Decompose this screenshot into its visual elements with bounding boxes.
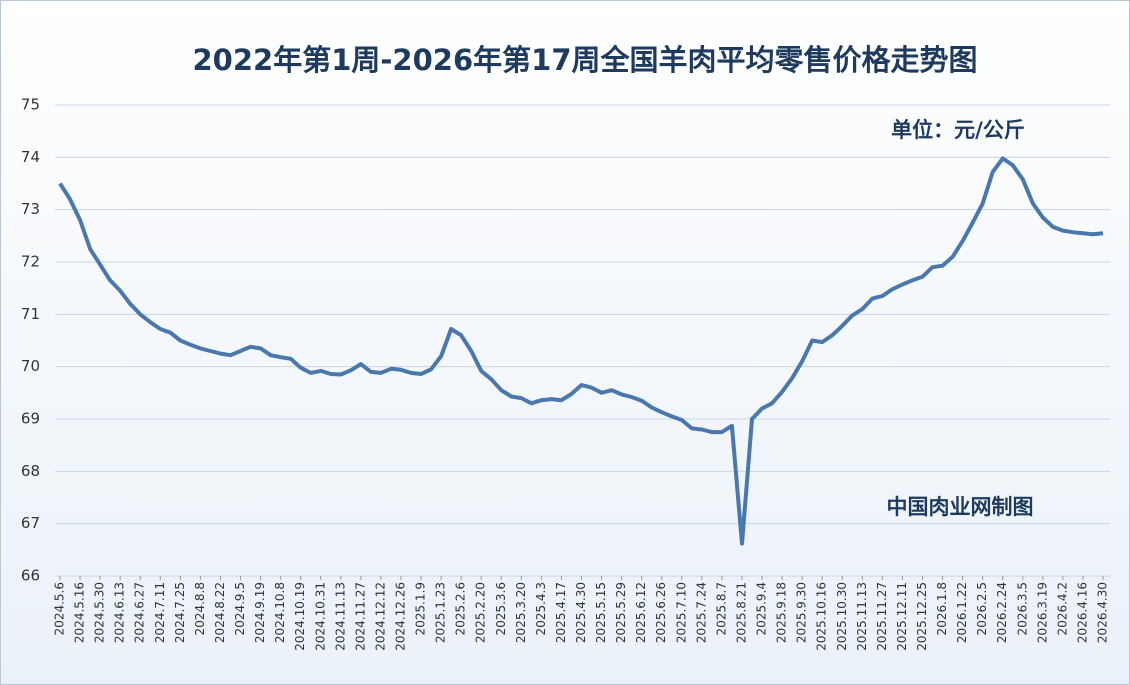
x-tick-label: 2025.11.13	[855, 582, 869, 651]
x-tick-label: 2026.4.16	[1075, 582, 1089, 643]
x-tick-label: 2026.2.24	[995, 582, 1009, 643]
x-tick-label: 2025.12.25	[915, 582, 929, 651]
source-annotation: 中国肉业网制图	[887, 495, 1034, 519]
y-tick-label: 67	[21, 514, 40, 532]
x-tick-label: 2024.6.13	[113, 582, 127, 643]
x-tick-label: 2025.4.17	[554, 582, 568, 643]
y-tick-label: 66	[21, 567, 40, 585]
x-tick-label: 2025.5.29	[614, 582, 628, 643]
unit-annotation: 单位：元/公斤	[891, 118, 1025, 142]
x-tick-label: 2024.8.22	[213, 582, 227, 643]
x-tick-label: 2025.11.27	[875, 582, 889, 651]
x-tick-label: 2024.7.25	[173, 582, 187, 643]
x-tick-label: 2024.5.6	[53, 582, 67, 635]
x-tick-label: 2026.1.8	[935, 582, 949, 635]
x-tick-label: 2025.7.24	[694, 582, 708, 643]
x-tick-label: 2024.12.26	[393, 582, 407, 651]
x-tick-label: 2024.10.8	[273, 582, 287, 643]
x-tick-label: 2024.9.5	[233, 582, 247, 635]
x-tick-label: 2025.5.15	[594, 582, 608, 643]
x-tick-label: 2024.11.27	[353, 582, 367, 651]
y-tick-label: 70	[21, 357, 40, 375]
x-tick-label: 2026.4.30	[1096, 582, 1110, 643]
x-tick-label: 2025.8.7	[714, 582, 728, 635]
x-tick-label: 2026.3.19	[1035, 582, 1049, 643]
y-tick-label: 72	[21, 253, 40, 271]
y-tick-label: 68	[21, 462, 40, 480]
x-tick-label: 2024.8.8	[193, 582, 207, 635]
price-line	[58, 156, 1104, 546]
x-tick-label: 2024.10.19	[293, 582, 307, 651]
y-tick-label: 73	[21, 200, 40, 218]
x-tick-label: 2025.3.20	[514, 582, 528, 643]
x-tick-label: 2024.12.12	[373, 582, 387, 651]
x-tick-label: 2025.12.11	[895, 582, 909, 651]
x-tick-label: 2025.4.3	[534, 582, 548, 635]
x-tick-label: 2025.9.18	[775, 582, 789, 643]
x-tick-label: 2026.3.5	[1015, 582, 1029, 635]
x-tick-label: 2025.2.20	[474, 582, 488, 643]
x-tick-label: 2024.9.19	[253, 582, 267, 643]
x-tick-label: 2024.7.11	[153, 582, 167, 643]
x-tick-label: 2026.1.22	[955, 582, 969, 643]
x-tick-label: 2024.11.13	[333, 582, 347, 651]
y-tick-label: 71	[21, 305, 40, 323]
x-tick-label: 2025.10.16	[815, 582, 829, 651]
x-tick-label: 2025.9.30	[795, 582, 809, 643]
x-tick-label: 2026.4.2	[1055, 582, 1069, 635]
x-tick-label: 2024.6.27	[133, 582, 147, 643]
x-tick-label: 2024.5.16	[73, 582, 87, 643]
x-tick-label: 2024.10.31	[313, 582, 327, 651]
y-tick-label: 75	[21, 96, 40, 114]
y-tick-label: 69	[21, 410, 40, 428]
chart-title: 2022年第1周-2026年第17周全国羊肉平均零售价格走势图	[193, 43, 978, 77]
x-tick-label: 2025.2.6	[454, 582, 468, 635]
x-tick-label: 2025.10.30	[835, 582, 849, 651]
x-tick-label: 2024.5.30	[93, 582, 107, 643]
x-tick-label: 2025.8.21	[734, 582, 748, 643]
x-tick-label: 2025.9.4	[755, 582, 769, 635]
x-tick-label: 2025.1.23	[434, 582, 448, 643]
x-tick-label: 2026.2.5	[975, 582, 989, 635]
x-tick-label: 2025.6.26	[654, 582, 668, 643]
x-tick-label: 2025.7.10	[674, 582, 688, 643]
x-tick-label: 2025.6.12	[634, 582, 648, 643]
x-tick-label: 2025.4.30	[574, 582, 588, 643]
y-tick-label: 74	[21, 148, 40, 166]
x-tick-label: 2025.3.6	[494, 582, 508, 635]
x-tick-label: 2025.1.9	[414, 582, 428, 635]
